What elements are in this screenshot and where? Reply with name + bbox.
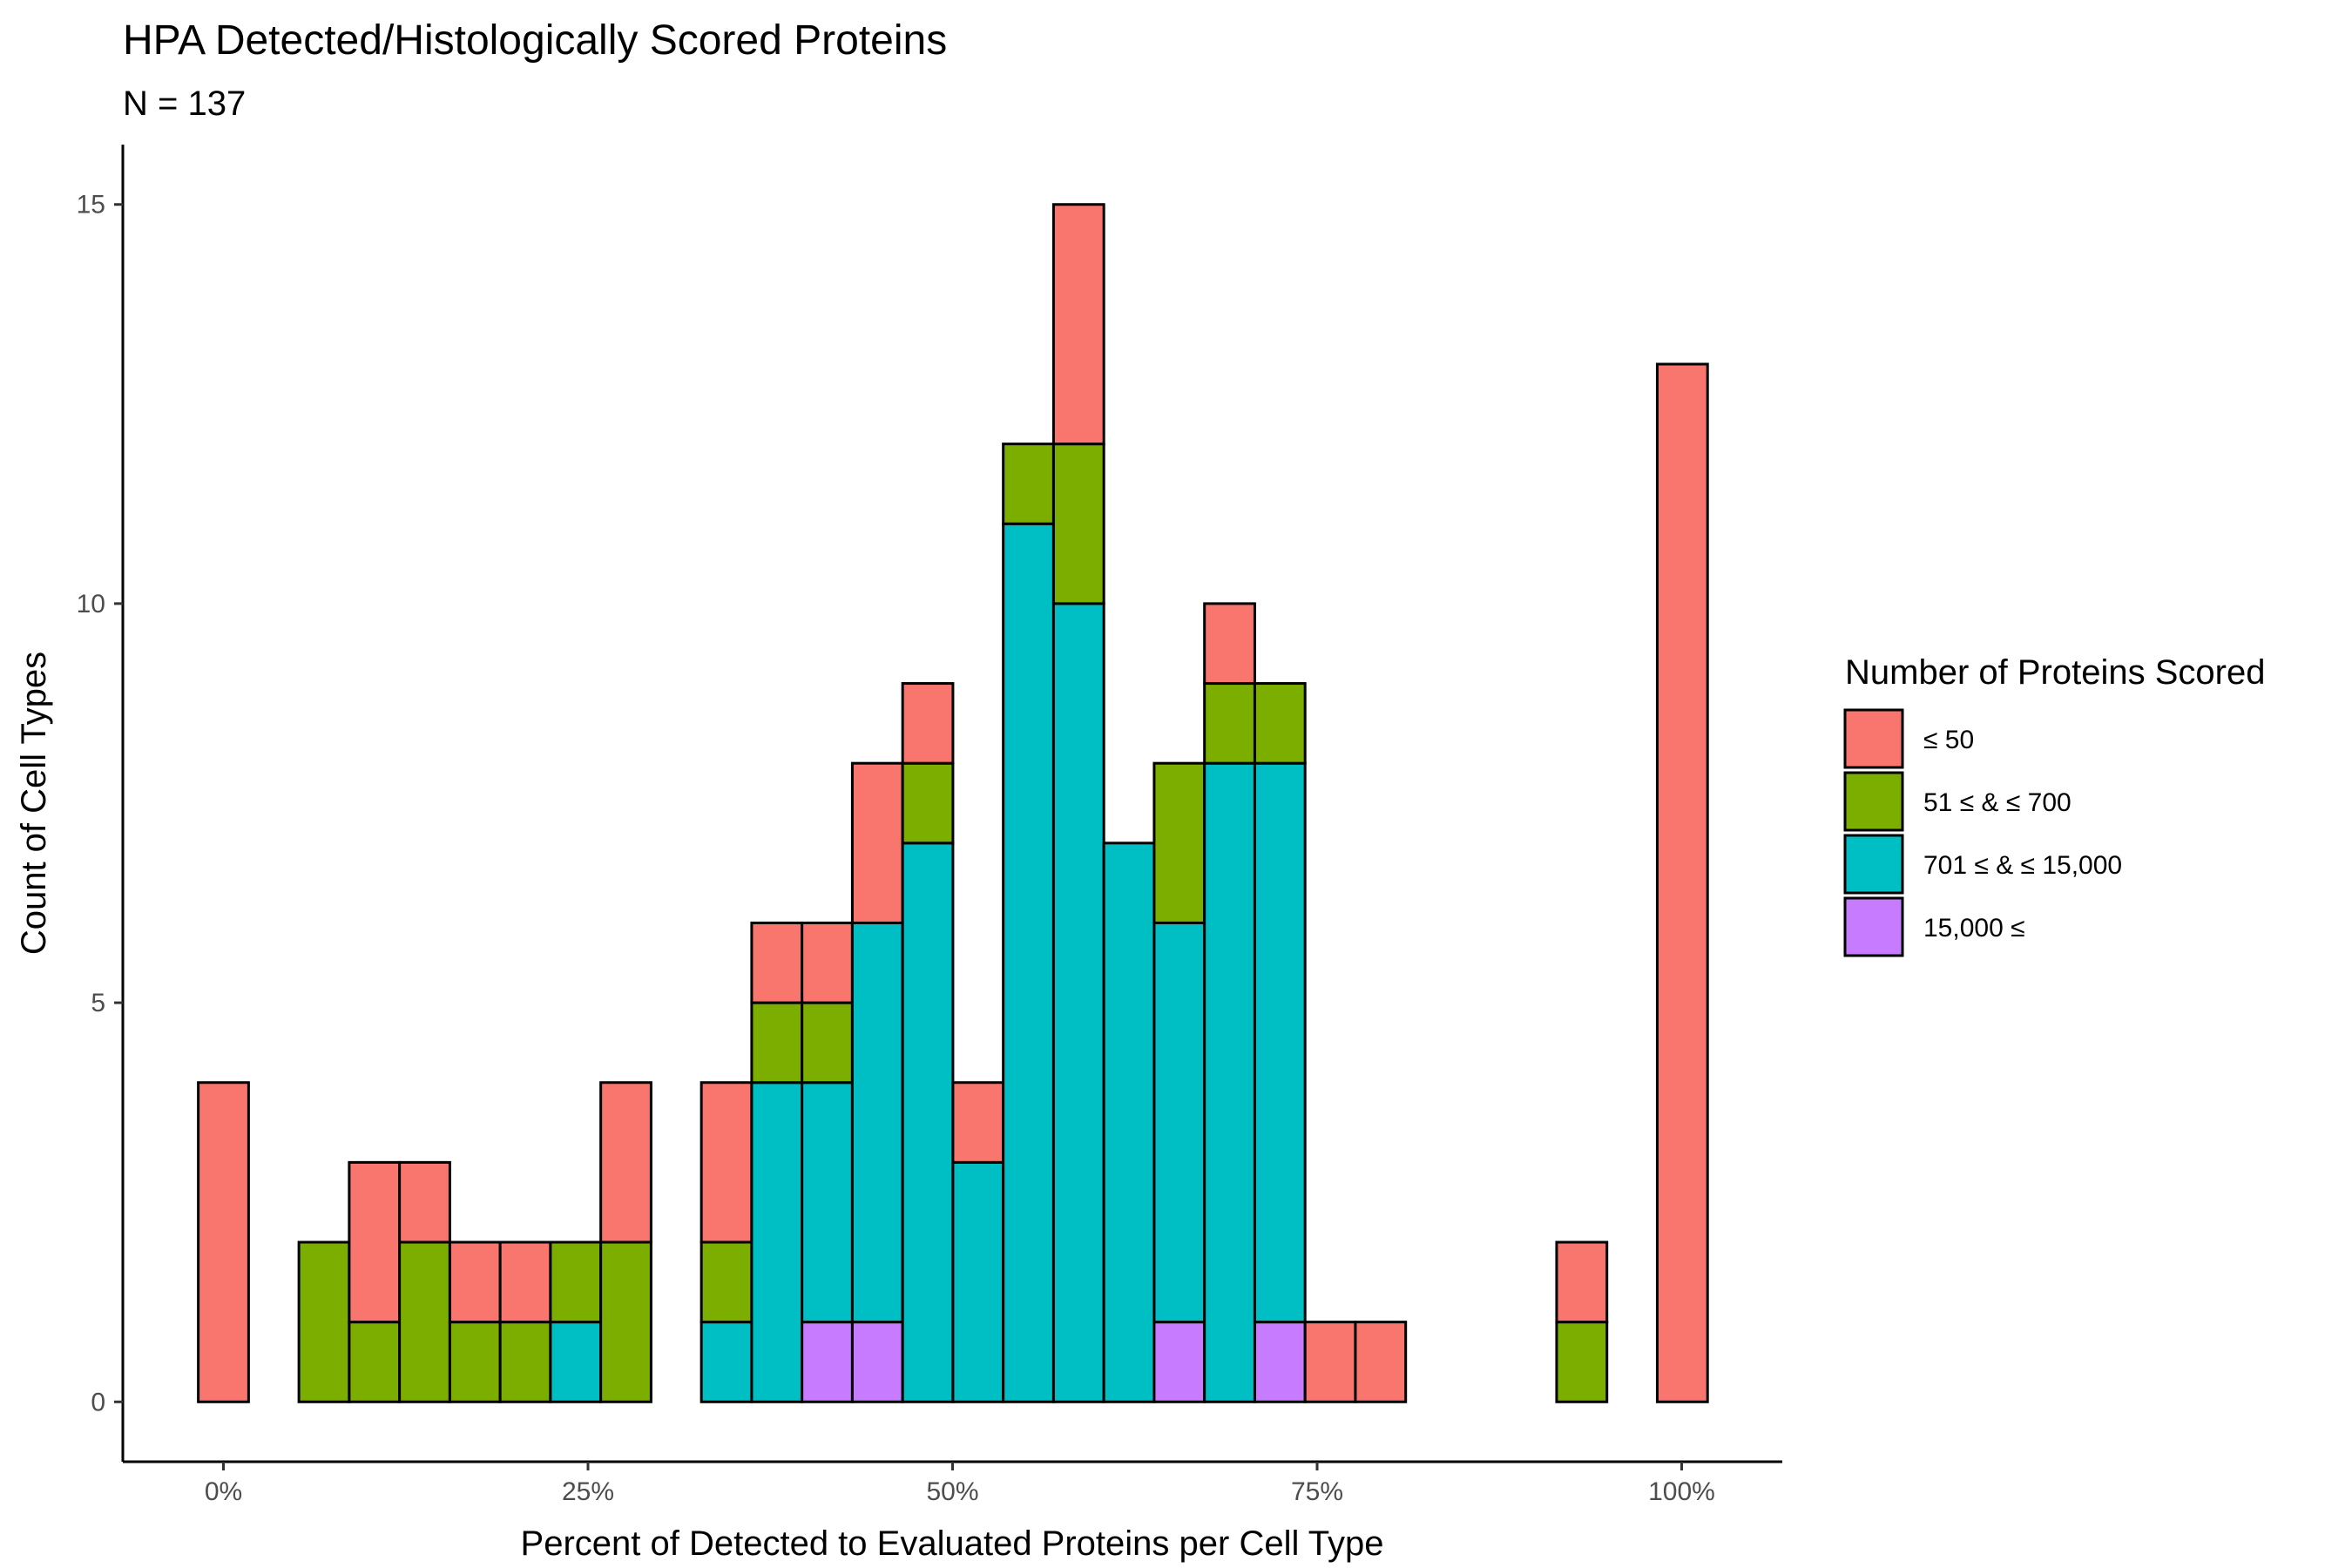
legend-title: Number of Proteins Scored [1845,653,2265,692]
bar-segment [700,1321,754,1403]
legend-label: 701 ≤ & ≤ 15,000 [1923,851,2122,880]
bar-segment [1002,443,1055,525]
bar-segment [1152,921,1206,1324]
bar-segment [549,1240,603,1324]
bar-segment [750,921,804,1004]
bar-segment [700,1240,754,1324]
bar-segment [1051,203,1105,446]
bar-segment [1051,443,1105,605]
x-ticks: 0% 25% 50% 75% 100% [205,1462,1715,1506]
bar-segment [1203,682,1256,765]
bar-segment [549,1321,603,1403]
bar-segment [1253,761,1307,1324]
x-tick-label: 0% [205,1477,242,1506]
x-tick-label: 50% [926,1477,978,1506]
bar-segment [700,1081,754,1244]
bar-segment [901,682,955,765]
legend: Number of Proteins Scored ≤ 50 51 ≤ & ≤ 7… [1843,653,2265,957]
bar-segment [801,1321,854,1403]
y-tick-label: 15 [77,191,105,220]
bar-segment [801,1001,854,1085]
x-tick-label: 25% [562,1477,614,1506]
bar-segment [1102,841,1156,1403]
y-ticks: 0 5 10 15 [77,191,123,1416]
bar-segment [1253,682,1307,765]
chart-subtitle: N = 137 [123,84,246,123]
bar-segment [498,1321,552,1403]
bar-segment [1051,602,1105,1403]
x-tick-label: 75% [1291,1477,1343,1506]
bar-segment [801,1081,854,1324]
legend-label: 15,000 ≤ [1923,914,2025,943]
bar-segment [398,1160,451,1244]
bar-segment [1152,761,1206,924]
bar-segment [951,1081,1005,1164]
bar-segment [901,841,955,1403]
bar-segment [750,1081,804,1403]
legend-key [1843,771,1904,832]
bar-segment [448,1240,502,1324]
legend-label: 51 ≤ & ≤ 700 [1923,788,2072,817]
bars-layer [197,203,1709,1403]
bar-segment [1253,1321,1307,1403]
bar-segment [599,1240,652,1403]
bar-segment [1555,1240,1609,1324]
bar-segment [1555,1321,1609,1403]
bar-segment [850,1321,904,1403]
bar-segment [850,761,904,924]
y-tick-label: 10 [77,590,105,618]
bar-segment [1203,602,1256,686]
y-tick-label: 5 [91,989,105,1017]
bar-segment [1152,1321,1206,1403]
bar-segment [348,1321,402,1403]
y-axis-title: Count of Cell Types [15,652,53,955]
bar-segment [1655,362,1709,1403]
bar-segment [197,1081,250,1403]
x-axis-title: Percent of Detected to Evaluated Protein… [521,1524,1384,1563]
bar-segment [599,1081,652,1244]
bar-segment [348,1160,402,1324]
bar-segment [1203,761,1256,1403]
legend-key [1843,708,1904,769]
bar-segment [750,1001,804,1085]
bar-segment [850,921,904,1324]
bar-segment [901,761,955,845]
x-tick-label: 100% [1648,1477,1715,1506]
bar-segment [951,1160,1005,1403]
bar-segment [297,1240,351,1403]
legend-key [1843,896,1904,957]
bar-segment [398,1240,451,1403]
chart-title: HPA Detected/Histologically Scored Prote… [123,17,947,64]
bar-segment [498,1240,552,1324]
bar-segment [801,921,854,1004]
bar-segment [1354,1321,1408,1403]
bar-segment [1002,522,1055,1403]
bar-segment [448,1321,502,1403]
y-tick-label: 0 [91,1388,105,1416]
legend-key [1843,834,1904,895]
bar-segment [1303,1321,1357,1403]
legend-label: ≤ 50 [1923,726,1974,754]
